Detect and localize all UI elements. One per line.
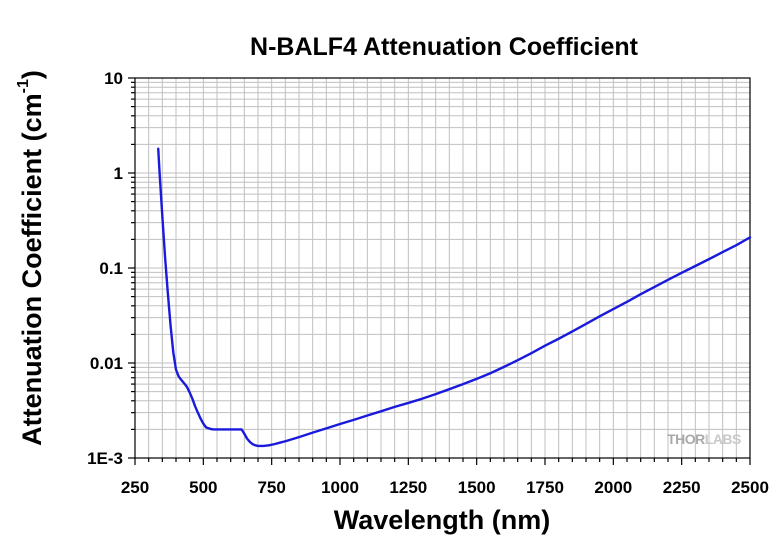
y-axis-title-superscript: -1 xyxy=(15,79,32,93)
y-tick-label: 0.1 xyxy=(99,259,123,278)
y-tick-label: 0.01 xyxy=(90,354,123,373)
logo-part1: THOR xyxy=(667,431,705,447)
y-axis-title-close: ) xyxy=(17,70,47,79)
x-axis-title: Wavelength (nm) xyxy=(334,505,551,535)
chart-title: N-BALF4 Attenuation Coefficient xyxy=(250,33,639,61)
x-axis: 250 500 750 1000 1250 1500 1750 2000 2250 2500 xyxy=(121,458,769,497)
x-tick-label: 1500 xyxy=(458,478,496,497)
x-tick-label: 2500 xyxy=(731,478,769,497)
x-tick-label: 500 xyxy=(189,478,217,497)
logo-part2: LABS xyxy=(705,431,741,447)
y-tick-label: 1E-3 xyxy=(87,449,123,468)
x-tick-label: 250 xyxy=(121,478,149,497)
thorlabs-logo: THORLABS xyxy=(667,431,741,447)
x-tick-label: 1000 xyxy=(321,478,359,497)
x-tick-label: 1750 xyxy=(526,478,564,497)
grid xyxy=(135,78,750,458)
y-tick-label: 1 xyxy=(114,164,123,183)
y-axis: 1E-3 0.01 0.1 1 10 xyxy=(87,69,135,468)
y-tick-label: 10 xyxy=(104,69,123,88)
x-tick-label: 2250 xyxy=(663,478,701,497)
series-line xyxy=(157,147,752,448)
x-tick-label: 1250 xyxy=(389,478,427,497)
y-axis-title-main: Attenuation Coefficient (cm xyxy=(17,93,47,446)
y-axis-title: Attenuation Coefficient (cm-1) xyxy=(15,70,47,446)
x-tick-label: 750 xyxy=(257,478,285,497)
x-tick-label: 2000 xyxy=(594,478,632,497)
